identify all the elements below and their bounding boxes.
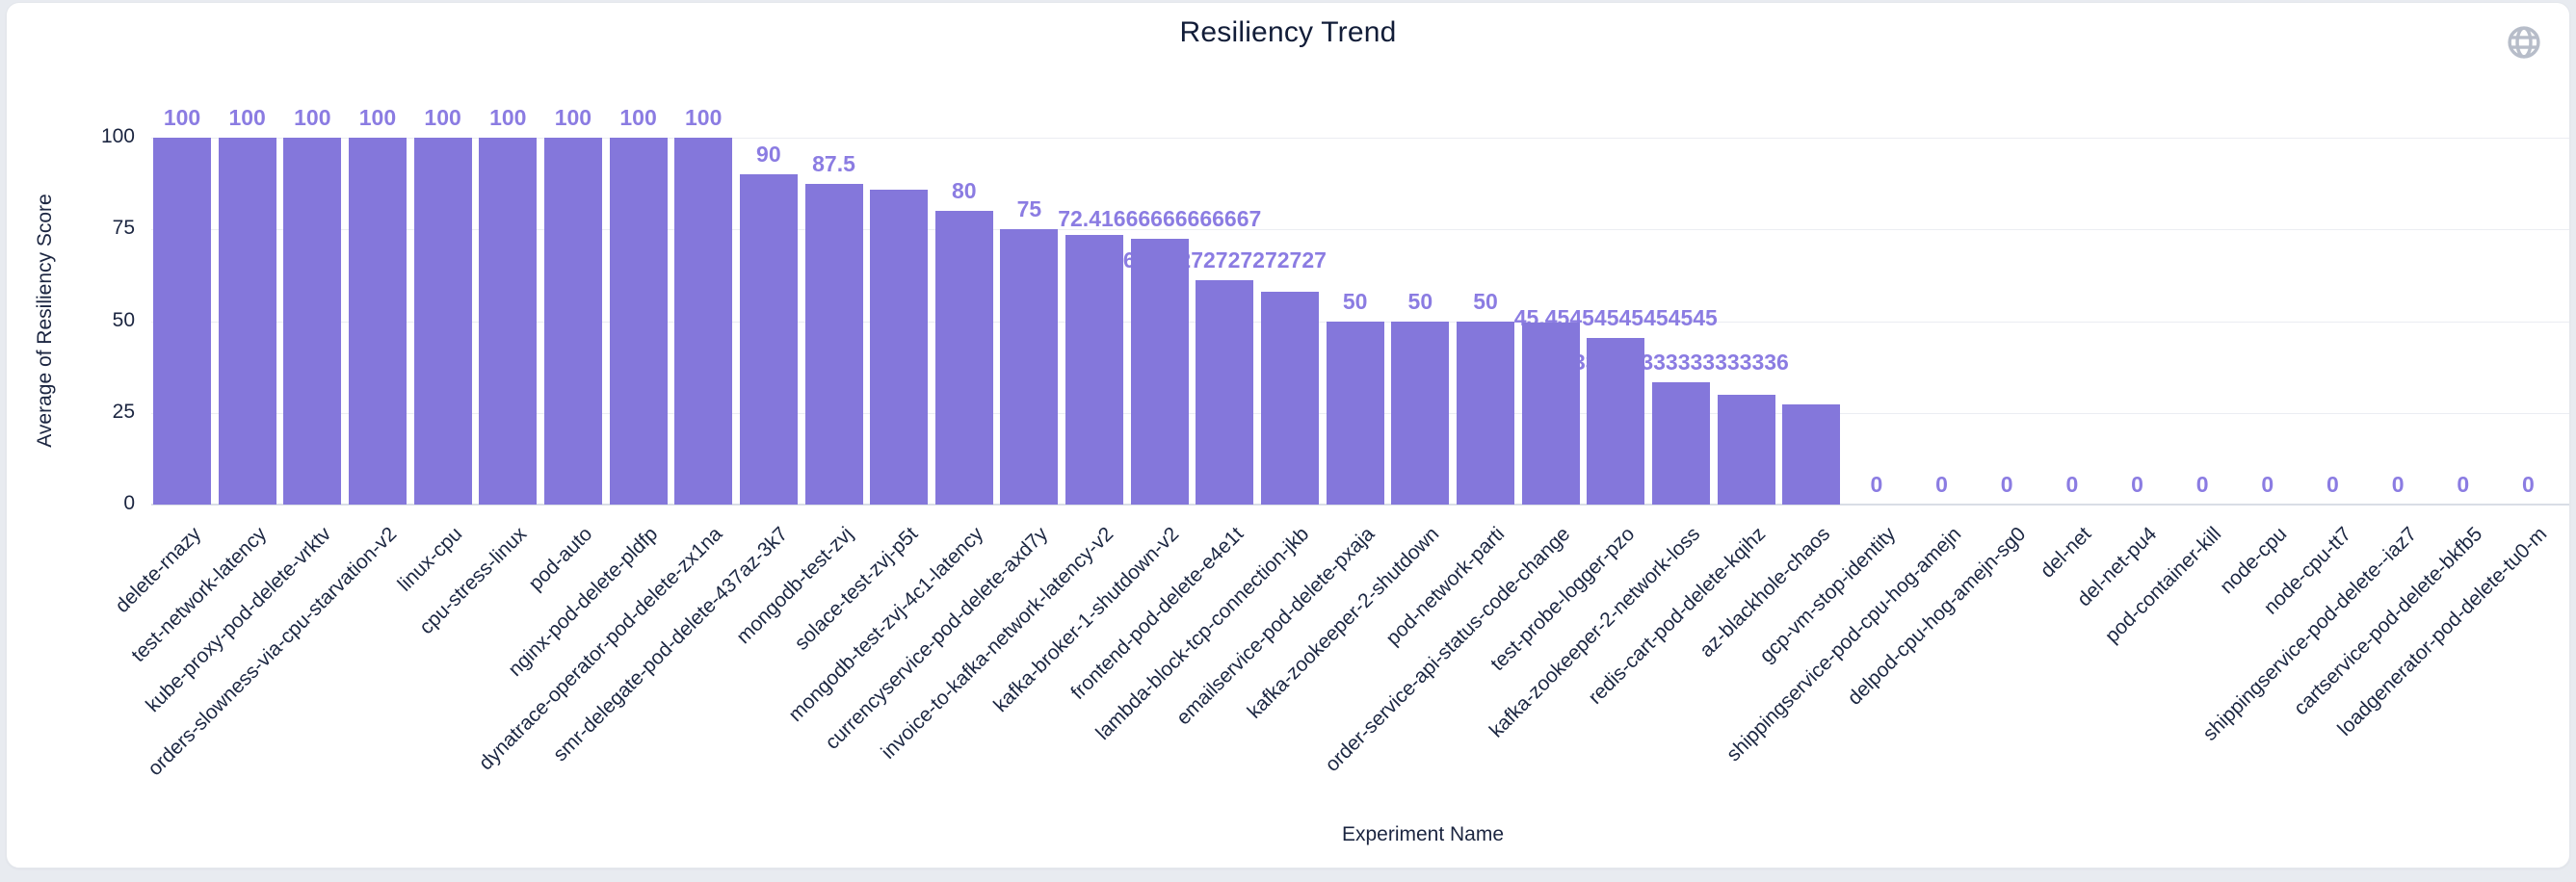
bar-value-label: 0: [2521, 472, 2535, 497]
x-tick-label: invoice-to-kafka-network-latency-v2: [877, 523, 1118, 764]
x-axis-title: Experiment Name: [1341, 823, 1505, 845]
bar-value-label: 100: [228, 105, 266, 130]
y-tick-label: 75: [112, 217, 135, 240]
bar[interactable]: [739, 174, 798, 505]
chart-panel: Resiliency Trend Average of Resiliency S…: [6, 2, 2570, 869]
bar[interactable]: [1196, 279, 1254, 505]
bar-value-label: 50: [1473, 288, 1498, 314]
bar-value-label: 72.41666666666667: [1058, 206, 1262, 232]
bar[interactable]: [870, 190, 929, 505]
bar[interactable]: [1457, 321, 1514, 505]
bar[interactable]: [1391, 321, 1450, 505]
bar[interactable]: [1782, 404, 1841, 505]
y-tick-label: 25: [112, 400, 135, 423]
globe-icon[interactable]: [2506, 24, 2542, 61]
bar-value-label: 50: [1342, 288, 1368, 314]
bar-value-label: 0: [2065, 472, 2079, 497]
x-tick-label: mongodb-test-zvj: [731, 523, 857, 649]
x-tick-label: dynatrace-operator-pod-delete-zx1na: [475, 523, 727, 775]
chart-title: Resiliency Trend: [1179, 16, 1397, 48]
bar[interactable]: [1717, 395, 1775, 505]
bar[interactable]: [1651, 382, 1710, 505]
bar-value-label: 90: [756, 142, 781, 168]
bar[interactable]: [1000, 229, 1059, 505]
bar[interactable]: [479, 138, 538, 505]
y-tick-label: 0: [123, 492, 135, 514]
bar[interactable]: [1326, 321, 1384, 505]
bar[interactable]: [283, 138, 342, 505]
bar[interactable]: [609, 138, 668, 505]
bar[interactable]: [543, 138, 602, 505]
x-tick-label: del-net: [2036, 523, 2096, 583]
bar-value-label: 100: [163, 105, 201, 130]
bar-value-label: 100: [685, 105, 723, 130]
bar-value-label: 100: [358, 105, 397, 130]
bar[interactable]: [1521, 323, 1580, 505]
bar[interactable]: [804, 183, 863, 505]
bar-value-label: 0: [2261, 472, 2274, 497]
bar[interactable]: [1261, 292, 1320, 505]
y-tick-label: 100: [100, 125, 135, 147]
bar-value-label: 0: [2195, 472, 2209, 497]
bar[interactable]: [1587, 337, 1645, 505]
bar[interactable]: [218, 138, 276, 505]
bar[interactable]: [1065, 235, 1124, 505]
bar[interactable]: [348, 138, 407, 505]
bar-value-label: 100: [294, 105, 331, 130]
bar-value-label: 100: [489, 105, 527, 130]
bar-value-label: 0: [1935, 472, 1948, 497]
x-tick-label: smr-delegate-pod-delete-437az-3k7: [548, 523, 793, 766]
bar[interactable]: [413, 138, 472, 505]
bar-value-label: 0: [2457, 472, 2470, 497]
bar[interactable]: [674, 138, 733, 505]
bar-value-label: 0: [2000, 472, 2013, 497]
x-tick-label: solace-test-zvj-p5t: [790, 523, 923, 655]
bar-value-label: 80: [952, 178, 977, 204]
gridline: [151, 138, 2569, 139]
bar[interactable]: [934, 211, 993, 505]
bar-value-label: 100: [554, 105, 592, 130]
bar-value-label: 75: [1016, 196, 1042, 222]
bar-value-label: 0: [1870, 472, 1883, 497]
x-axis-line: [151, 504, 2569, 506]
x-tick-label: shippingservice-pod-cpu-hog-amejn: [1722, 523, 1965, 766]
bar[interactable]: [1130, 239, 1189, 505]
bar-value-label: 0: [2326, 472, 2339, 497]
x-tick-label: pod-network-parti: [1381, 523, 1510, 650]
gridline: [151, 229, 2569, 231]
bar-value-label: 0: [2131, 472, 2143, 497]
x-tick-label: pod-container-kill: [2101, 523, 2226, 648]
bar-value-label: 0: [2391, 472, 2405, 497]
bar-value-label: 100: [424, 105, 461, 130]
bar-value-label: 50: [1407, 288, 1433, 314]
y-tick-label: 50: [112, 308, 135, 331]
bar[interactable]: [153, 138, 211, 505]
x-tick-label: order-service-api-status-code-change: [1320, 523, 1574, 777]
bar-value-label: 87.5: [812, 150, 855, 176]
bar-value-label: 100: [619, 105, 657, 130]
